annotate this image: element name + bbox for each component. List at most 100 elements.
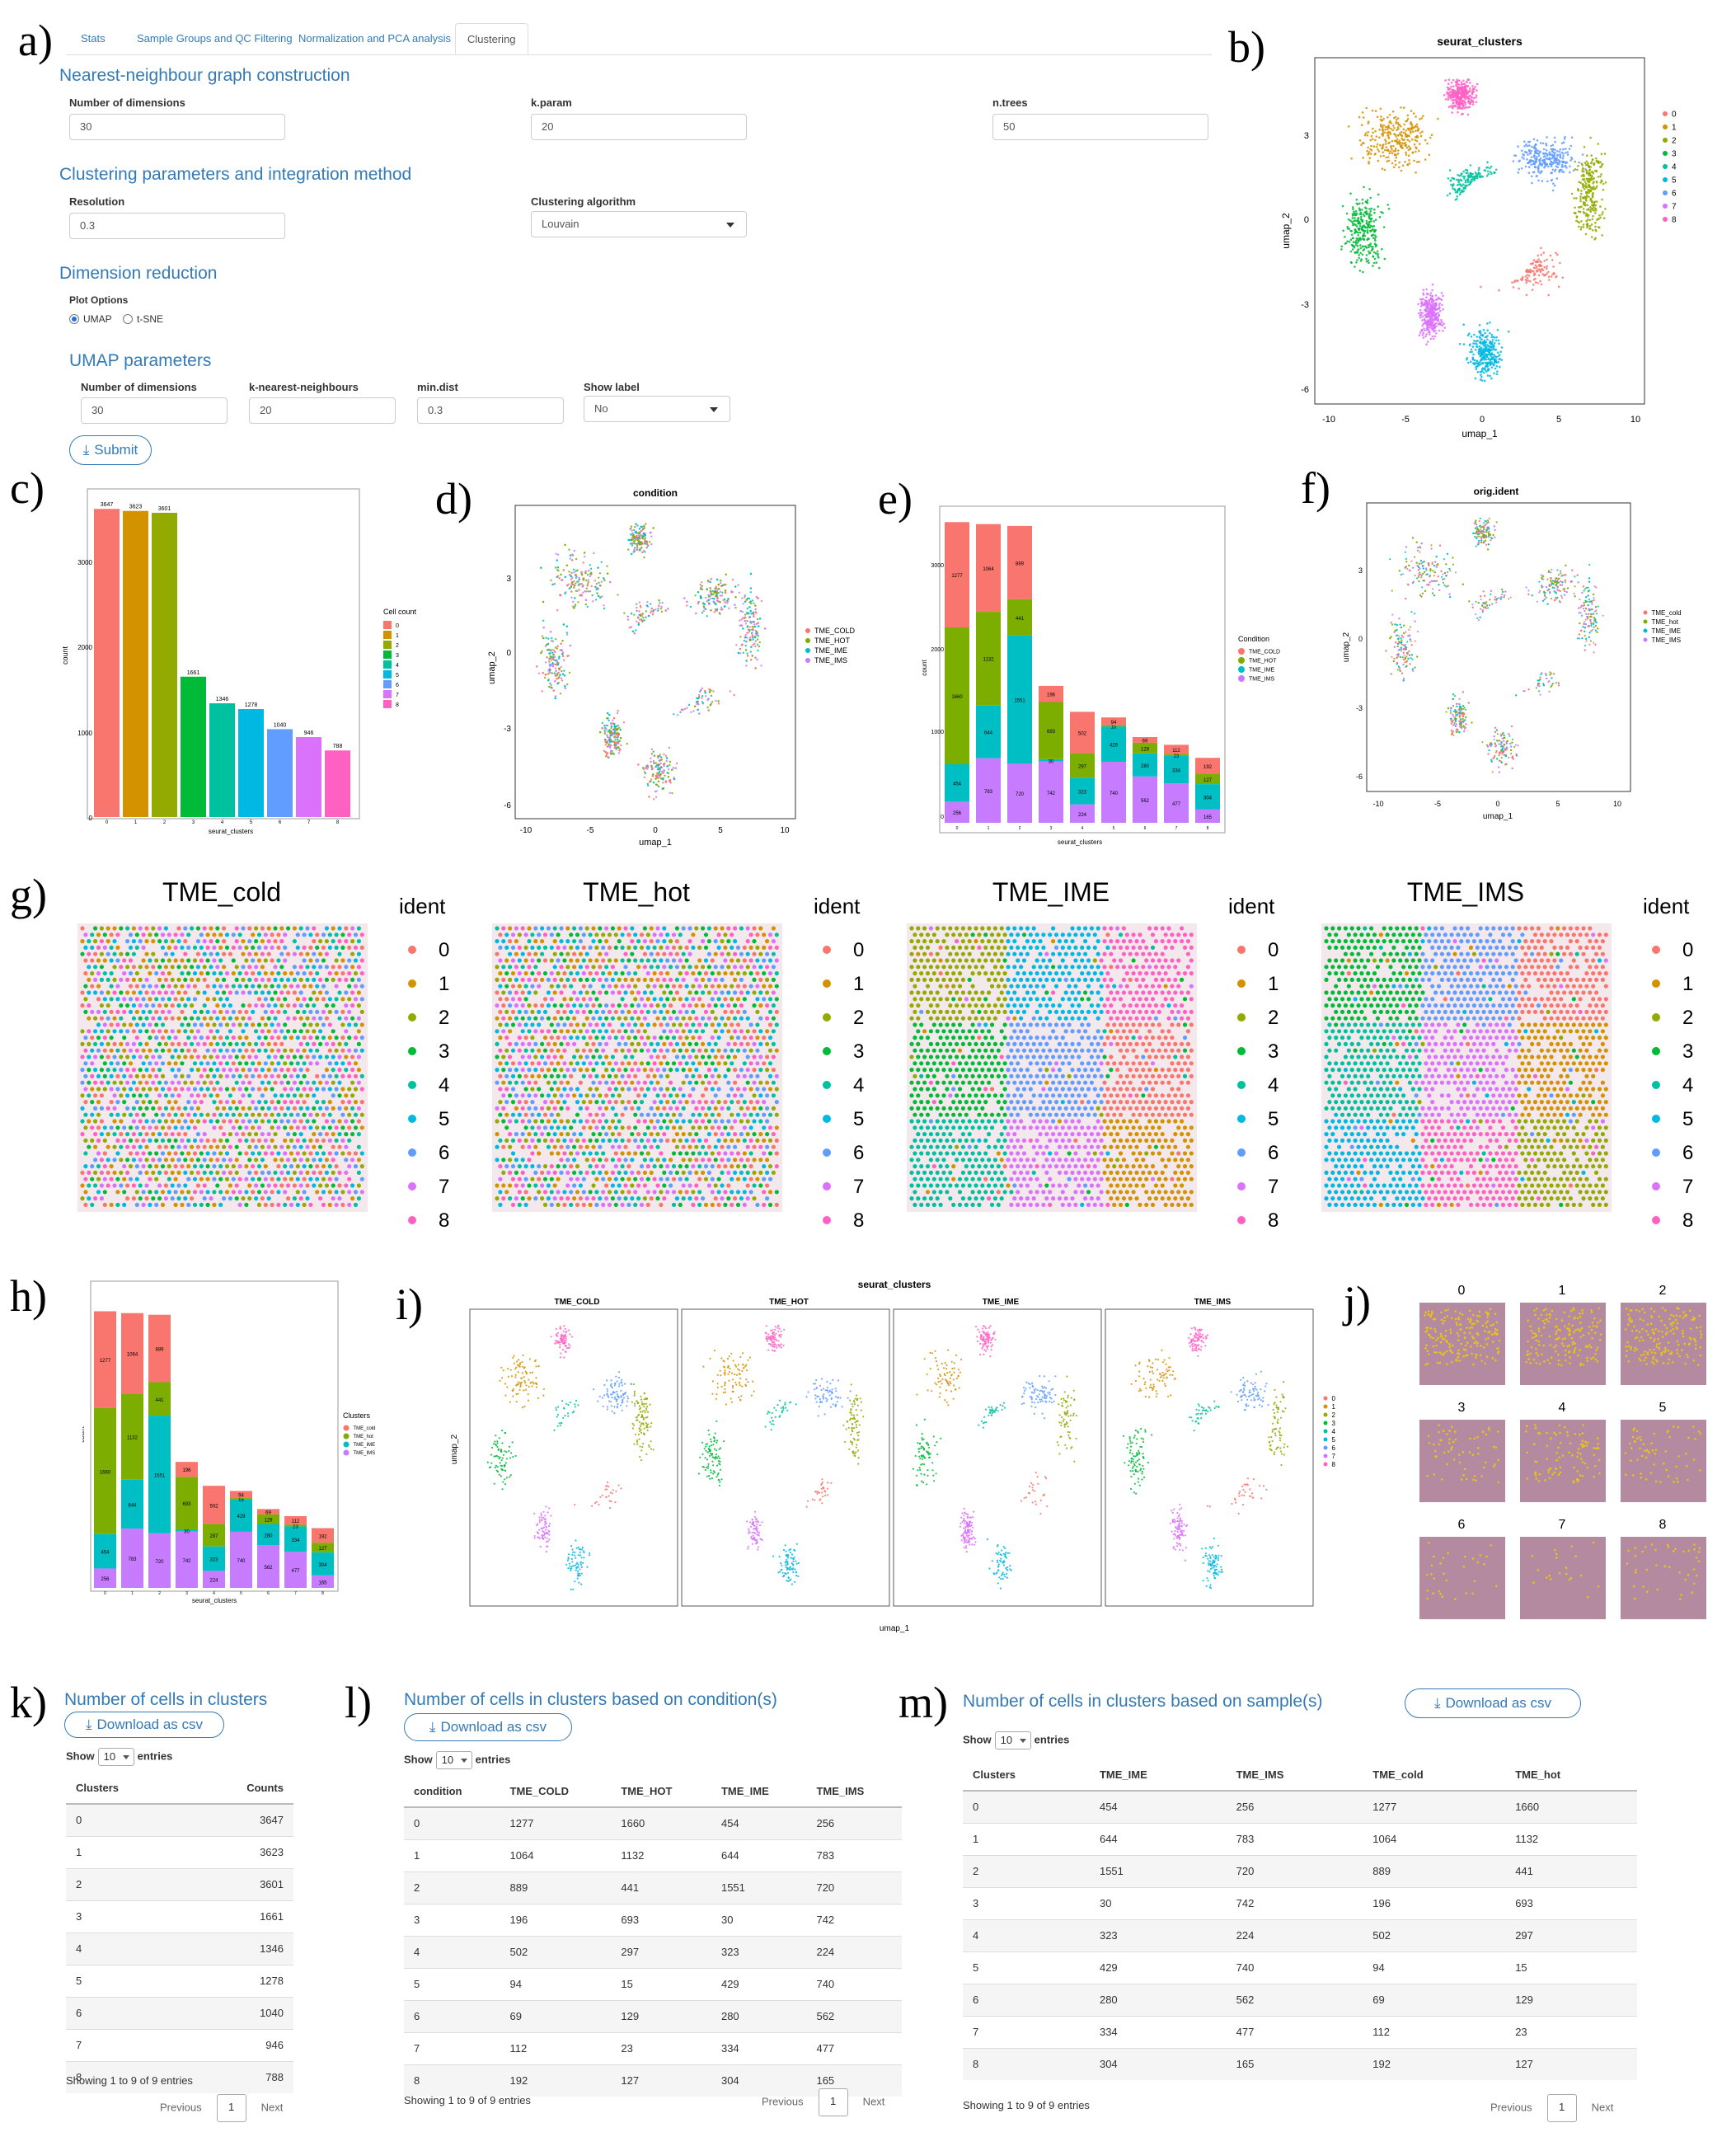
scatter-point: [1390, 122, 1393, 124]
scatter-point: [636, 548, 639, 551]
scatter-point: [1480, 338, 1483, 341]
scatter-point: [699, 595, 702, 598]
scatter-point: [646, 782, 649, 785]
scatter-point: [1599, 205, 1602, 208]
scatter-point: [1480, 379, 1484, 382]
scatter-point: [1421, 130, 1424, 134]
scatter-point: [1430, 544, 1433, 547]
tab-clustering[interactable]: Clustering: [455, 23, 528, 54]
scatter-point: [639, 549, 641, 552]
scatter-point: [650, 766, 653, 768]
scatter-point: [657, 780, 660, 782]
scatter-point: [608, 738, 611, 740]
scatter-point: [717, 702, 720, 705]
scatter-point: [1451, 111, 1453, 114]
scatter-point: [749, 600, 752, 603]
radio-umap[interactable]: [69, 314, 79, 324]
scatter-point: [749, 591, 752, 594]
scatter-point: [1576, 637, 1579, 640]
x-tick: 2: [163, 820, 167, 825]
scatter-point: [1419, 316, 1422, 319]
scatter-point: [1360, 143, 1363, 147]
scatter-point: [1482, 328, 1485, 331]
scatter-point: [1551, 143, 1555, 147]
scatter-point: [709, 704, 711, 707]
tab-qc-filtering[interactable]: Sample Groups and QC Filtering: [137, 32, 293, 45]
scatter-point: [1474, 86, 1476, 88]
scatter-point: [1548, 157, 1551, 159]
scatter-point: [1458, 174, 1461, 177]
scatter-point: [565, 625, 568, 627]
scatter-point: [1590, 236, 1593, 238]
scatter-point: [556, 566, 560, 569]
scatter-point: [1486, 322, 1489, 325]
scatter-point: [1354, 217, 1356, 219]
scatter-point: [570, 585, 572, 589]
scatter-point: [1534, 281, 1537, 284]
scatter-point: [1406, 114, 1410, 117]
scatter-point: [650, 757, 652, 760]
show-label-select[interactable]: No: [584, 396, 730, 422]
scatter-point: [1362, 270, 1364, 274]
scatter-point: [717, 588, 720, 590]
legend-key: [1663, 151, 1668, 156]
scatter-point: [1558, 162, 1561, 164]
num-dims-input[interactable]: 30: [69, 114, 285, 140]
scatter-point: [1580, 220, 1583, 223]
ntrees-input[interactable]: 50: [992, 114, 1208, 140]
scatter-point: [1412, 112, 1415, 115]
bar-segment: [1007, 599, 1032, 636]
scatter-point: [668, 746, 671, 749]
scatter-point: [1452, 88, 1455, 92]
scatter-point: [1464, 187, 1467, 190]
scatter-point: [1471, 172, 1474, 176]
scatter-point: [1376, 115, 1379, 119]
scatter-point: [1382, 154, 1385, 157]
scatter-point: [1415, 134, 1419, 138]
plot-title: orig.ident: [1474, 486, 1519, 497]
scatter-point: [617, 746, 620, 749]
scatter-point: [552, 659, 556, 661]
scatter-point: [631, 529, 633, 532]
scatter-point: [1478, 341, 1481, 344]
scatter-point: [583, 552, 586, 554]
tab-normalization-pca[interactable]: Normalization and PCA analysis: [298, 32, 451, 45]
x-tick: 10: [1630, 415, 1640, 425]
scatter-point: [1552, 182, 1555, 185]
scatter-point: [1591, 207, 1594, 210]
radio-tsne[interactable]: [123, 314, 133, 324]
scatter-point: [1537, 268, 1541, 270]
scatter-point: [1490, 355, 1492, 358]
scatter-point: [733, 693, 735, 697]
scatter-point: [709, 580, 711, 584]
scatter-point: [608, 736, 611, 739]
scatter-point: [1372, 131, 1374, 134]
y-tick: 0: [89, 815, 93, 822]
scatter-point: [1570, 157, 1574, 161]
submit-button[interactable]: ⤓ Submit: [69, 435, 152, 465]
umap-dims-input[interactable]: 30: [81, 397, 228, 424]
clustering-section-title: Clustering parameters and integration me…: [59, 165, 412, 184]
scatter-point: [1485, 543, 1488, 546]
knn-input[interactable]: 20: [249, 397, 396, 424]
scatter-point: [1462, 91, 1465, 94]
x-tick: 6: [1144, 826, 1147, 831]
tab-stats[interactable]: Stats: [81, 32, 106, 45]
kparam-input[interactable]: 20: [531, 114, 747, 140]
scatter-point: [552, 689, 555, 692]
scatter-point: [582, 561, 584, 564]
mindist-input[interactable]: 0.3: [417, 397, 564, 424]
resolution-input[interactable]: 0.3: [69, 213, 285, 239]
scatter-point: [572, 568, 575, 571]
data-label: 3623: [129, 505, 143, 510]
scatter-point: [1378, 215, 1382, 218]
scatter-point: [1472, 342, 1475, 345]
scatter-point: [1478, 167, 1480, 169]
algo-select[interactable]: Louvain: [531, 211, 747, 237]
scatter-point: [1462, 323, 1465, 326]
scatter-point: [573, 586, 575, 589]
scatter-point: [1464, 179, 1467, 182]
scatter-point: [1369, 242, 1372, 245]
scatter-point: [564, 687, 566, 689]
scatter-point: [1585, 160, 1588, 163]
